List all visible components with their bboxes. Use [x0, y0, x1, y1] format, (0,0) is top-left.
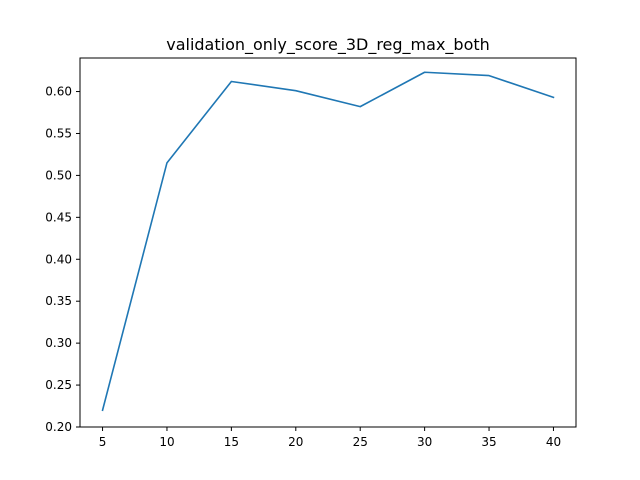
y-tick-label: 0.25	[45, 378, 72, 392]
axes-frame	[79, 57, 577, 428]
plot-area: 5 10 15 20 25 30 35 40 0.20 0.25 0.30 0.35 0.40 0.45 0…	[45, 57, 577, 449]
x-tick-label: 20	[288, 435, 303, 449]
chart-title: validation_only_score_3D_reg_max_both	[166, 35, 490, 55]
y-tick-label: 0.20	[45, 420, 72, 434]
y-tick-label: 0.40	[45, 252, 72, 266]
x-tick-label: 25	[353, 435, 368, 449]
x-tick-label: 35	[481, 435, 496, 449]
y-tick-label: 0.55	[45, 126, 72, 140]
y-tick-label: 0.60	[45, 85, 72, 99]
y-tick-label: 0.35	[45, 294, 72, 308]
x-tick-label: 40	[546, 435, 561, 449]
x-tick-label: 15	[224, 435, 239, 449]
x-tick-label: 5	[99, 435, 107, 449]
y-tick-label: 0.30	[45, 336, 72, 350]
y-tick-label: 0.45	[45, 210, 72, 224]
series-line	[101, 71, 555, 412]
x-tick-label: 10	[159, 435, 174, 449]
x-tick-label: 30	[417, 435, 432, 449]
y-tick-label: 0.50	[45, 168, 72, 182]
